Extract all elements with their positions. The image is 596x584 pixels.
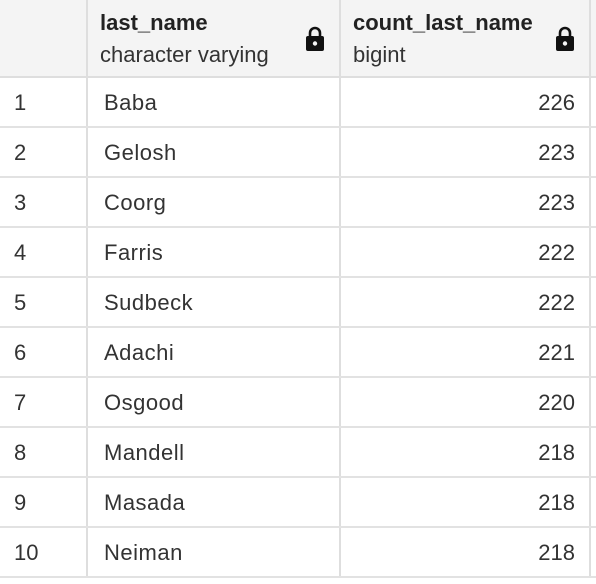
count-cell[interactable]: 221 xyxy=(341,328,591,376)
row-number-cell[interactable]: 7 xyxy=(0,378,88,426)
table-row[interactable]: 5 Sudbeck 222 xyxy=(0,278,596,328)
row-number: 4 xyxy=(14,240,27,265)
table-row[interactable]: 8 Mandell 218 xyxy=(0,428,596,478)
column-type: character varying xyxy=(100,42,269,67)
column-header-count-last-name[interactable]: count_last_name bigint xyxy=(341,0,591,76)
last-name-value: Adachi xyxy=(104,340,175,365)
table-row[interactable]: 10 Neiman 218 xyxy=(0,528,596,578)
count-value: 218 xyxy=(538,440,575,465)
row-number-cell[interactable]: 5 xyxy=(0,278,88,326)
column-name: count_last_name xyxy=(353,10,533,35)
count-cell[interactable]: 222 xyxy=(341,228,591,276)
count-cell[interactable]: 218 xyxy=(341,428,591,476)
row-number-cell[interactable]: 10 xyxy=(0,528,88,576)
row-number: 9 xyxy=(14,490,27,515)
table-row[interactable]: 1 Baba 226 xyxy=(0,78,596,128)
column-header-last-name[interactable]: last_name character varying xyxy=(88,0,341,76)
last-name-cell[interactable]: Masada xyxy=(88,478,341,526)
row-number: 7 xyxy=(14,390,27,415)
grid-header: last_name character varying count_last_n… xyxy=(0,0,596,78)
count-value: 221 xyxy=(538,340,575,365)
count-cell[interactable]: 218 xyxy=(341,528,591,576)
row-number-cell[interactable]: 3 xyxy=(0,178,88,226)
last-name-value: Mandell xyxy=(104,440,185,465)
count-cell[interactable]: 223 xyxy=(341,178,591,226)
count-value: 220 xyxy=(538,390,575,415)
last-name-value: Osgood xyxy=(104,390,185,415)
count-cell[interactable]: 222 xyxy=(341,278,591,326)
table-row[interactable]: 7 Osgood 220 xyxy=(0,378,596,428)
table-row[interactable]: 6 Adachi 221 xyxy=(0,328,596,378)
last-name-cell[interactable]: Gelosh xyxy=(88,128,341,176)
count-value: 218 xyxy=(538,490,575,515)
last-name-value: Neiman xyxy=(104,540,183,565)
last-name-cell[interactable]: Coorg xyxy=(88,178,341,226)
table-row[interactable]: 2 Gelosh 223 xyxy=(0,128,596,178)
count-value: 218 xyxy=(538,540,575,565)
row-number-cell[interactable]: 4 xyxy=(0,228,88,276)
count-value: 223 xyxy=(538,140,575,165)
count-cell[interactable]: 226 xyxy=(341,78,591,126)
row-number: 10 xyxy=(14,540,39,565)
last-name-cell[interactable]: Baba xyxy=(88,78,341,126)
count-value: 226 xyxy=(538,90,575,115)
row-number-header xyxy=(0,0,88,76)
last-name-cell[interactable]: Adachi xyxy=(88,328,341,376)
row-number-cell[interactable]: 6 xyxy=(0,328,88,376)
row-number: 8 xyxy=(14,440,27,465)
count-value: 223 xyxy=(538,190,575,215)
lock-icon xyxy=(306,26,324,51)
count-value: 222 xyxy=(538,240,575,265)
last-name-value: Sudbeck xyxy=(104,290,194,315)
row-number: 5 xyxy=(14,290,27,315)
row-number-cell[interactable]: 1 xyxy=(0,78,88,126)
table-row[interactable]: 3 Coorg 223 xyxy=(0,178,596,228)
row-number: 3 xyxy=(14,190,27,215)
last-name-value: Baba xyxy=(104,90,158,115)
column-name: last_name xyxy=(100,10,208,35)
table-row[interactable]: 9 Masada 218 xyxy=(0,478,596,528)
column-type: bigint xyxy=(353,42,406,67)
last-name-value: Farris xyxy=(104,240,164,265)
last-name-cell[interactable]: Mandell xyxy=(88,428,341,476)
last-name-cell[interactable]: Sudbeck xyxy=(88,278,341,326)
last-name-cell[interactable]: Neiman xyxy=(88,528,341,576)
row-number: 6 xyxy=(14,340,27,365)
row-number-cell[interactable]: 2 xyxy=(0,128,88,176)
row-number: 1 xyxy=(14,90,27,115)
row-number-cell[interactable]: 9 xyxy=(0,478,88,526)
count-cell[interactable]: 218 xyxy=(341,478,591,526)
row-number-cell[interactable]: 8 xyxy=(0,428,88,476)
last-name-value: Masada xyxy=(104,490,186,515)
count-cell[interactable]: 223 xyxy=(341,128,591,176)
count-cell[interactable]: 220 xyxy=(341,378,591,426)
lock-icon xyxy=(556,26,574,51)
count-value: 222 xyxy=(538,290,575,315)
last-name-value: Coorg xyxy=(104,190,167,215)
last-name-cell[interactable]: Osgood xyxy=(88,378,341,426)
row-number: 2 xyxy=(14,140,27,165)
last-name-cell[interactable]: Farris xyxy=(88,228,341,276)
table-row[interactable]: 4 Farris 222 xyxy=(0,228,596,278)
last-name-value: Gelosh xyxy=(104,140,177,165)
